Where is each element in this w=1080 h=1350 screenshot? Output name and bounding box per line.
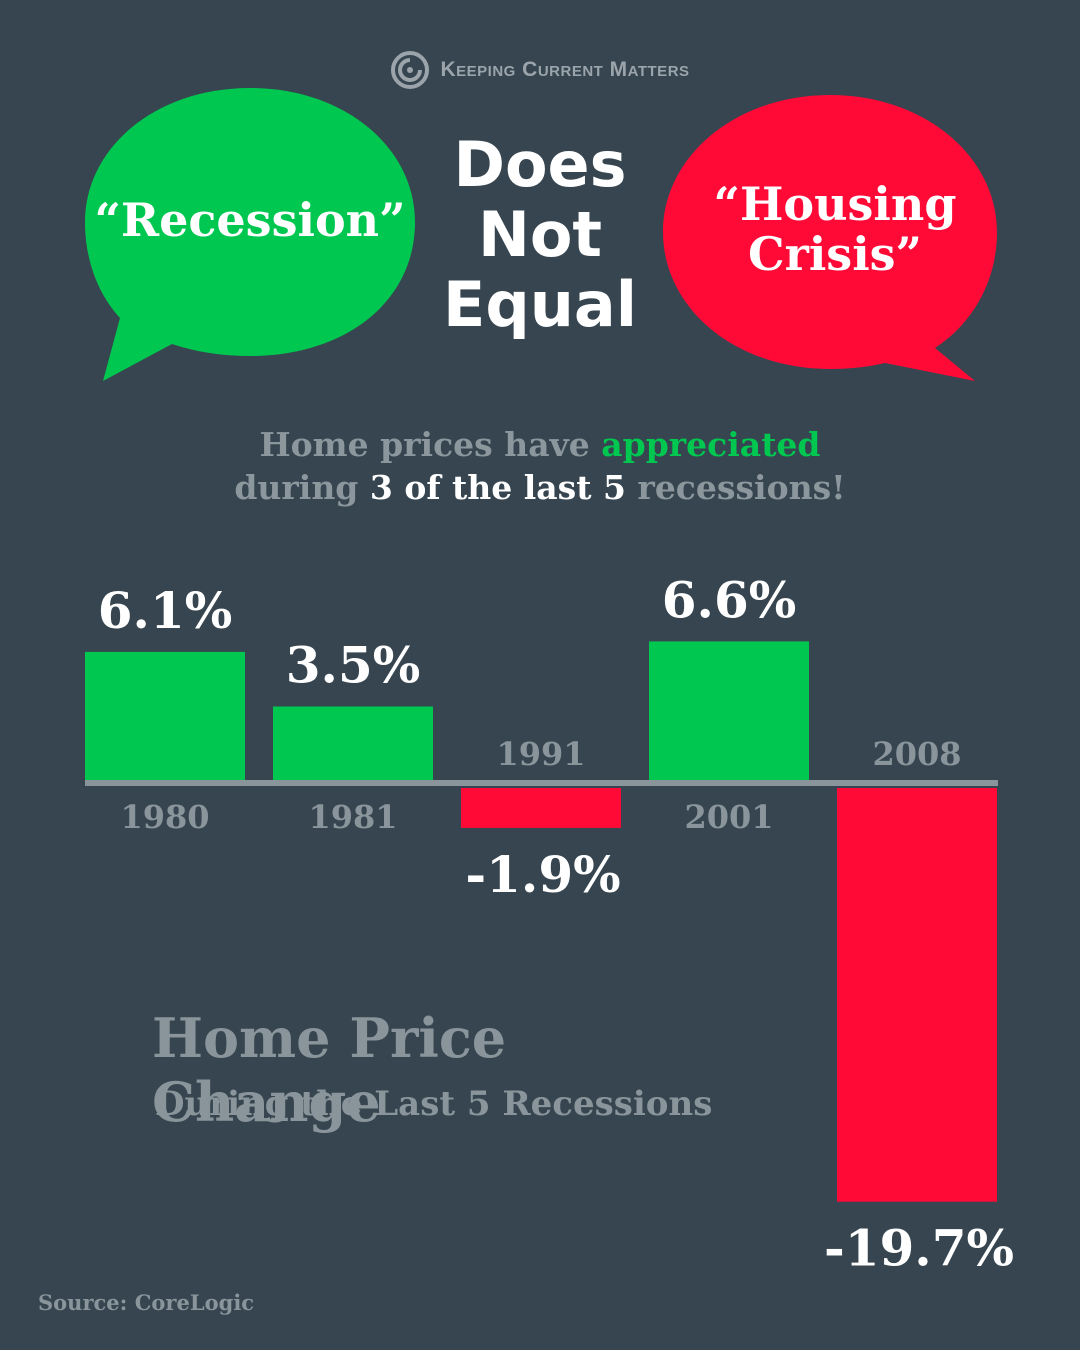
value-label-1991: -1.9% — [465, 845, 620, 904]
value-label-2001: 6.6% — [662, 570, 797, 629]
headline-part1: Home prices have — [259, 425, 602, 464]
kcm-spiral-icon — [391, 51, 430, 89]
chart-subtitle: During the Last 5 Recessions — [155, 1084, 713, 1124]
center-title-line2: Not — [477, 198, 603, 272]
bar-1980 — [85, 651, 245, 780]
x-tick-1981: 1981 — [308, 798, 397, 836]
x-tick-1980: 1980 — [120, 798, 209, 836]
housing-crisis-line1: “Housing — [713, 177, 957, 231]
value-label-2008: -19.7% — [824, 1219, 1014, 1278]
value-label-1980: 6.1% — [98, 581, 233, 640]
source-note: Source: CoreLogic — [38, 1290, 255, 1315]
brand-name: Keeping Current Matters — [440, 58, 690, 81]
headline-part3: during — [234, 467, 370, 507]
value-label-1981: 3.5% — [286, 636, 421, 695]
housing-crisis-label: “Housing Crisis” — [665, 177, 1005, 281]
x-tick-2008: 2008 — [872, 735, 961, 773]
speech-bubbles — [85, 88, 997, 381]
chart-title: Home Price Change — [152, 1006, 507, 1134]
headline-count: 3 of the last 5 — [369, 467, 626, 507]
x-tick-1991: 1991 — [496, 735, 585, 773]
center-title-line1: Does — [453, 128, 627, 201]
center-title: Does Not Equal — [430, 128, 650, 342]
bar-2008 — [837, 788, 997, 1202]
x-tick-2001: 2001 — [684, 798, 773, 836]
bar-2001 — [649, 641, 809, 780]
brand-header: Keeping Current Matters — [0, 50, 1080, 90]
speech-bubble-left — [85, 88, 415, 381]
chart-baseline — [85, 780, 998, 786]
bar-1981 — [273, 706, 433, 780]
headline-part5: recessions! — [625, 467, 846, 507]
headline: Home prices have appreciated during 3 of… — [0, 424, 1080, 510]
headline-appreciated: appreciated — [601, 425, 821, 464]
speech-bubble-right — [663, 95, 997, 381]
recession-label: “Recession” — [94, 193, 406, 247]
housing-crisis-line2: Crisis” — [747, 226, 923, 281]
bar-1991 — [461, 788, 621, 828]
center-title-line3: Equal — [443, 268, 637, 342]
